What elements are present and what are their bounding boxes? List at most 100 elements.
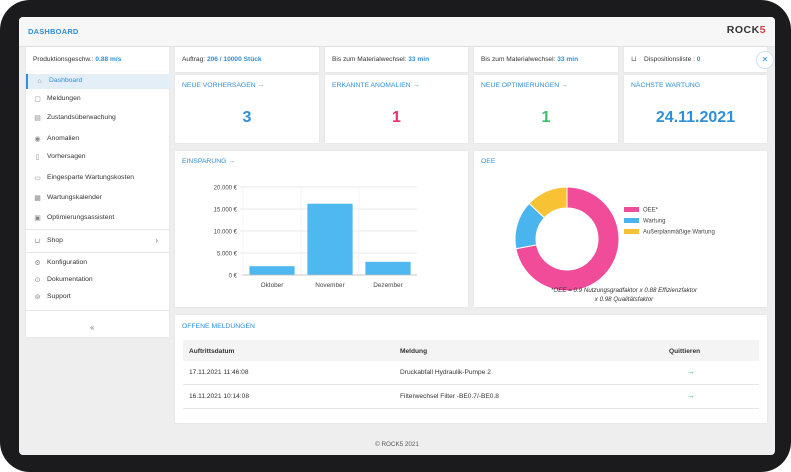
home-icon: ⌂ [37,78,42,85]
material-change-label: Bis zum Materialwechsel: [481,56,556,63]
material-change-label: Bis zum Materialwechsel: [332,56,407,63]
oee-title: OEE [481,158,496,165]
collapse-sidebar-button[interactable]: « [90,323,95,332]
legend-swatch [624,229,639,234]
document-icon: ⊙ [34,277,41,284]
legend-label: Außerplanmäßige Wartung [643,230,715,236]
oee-donut-chart: OEE* Wartung Außerplanmäßige Wartung *OEE =… [514,186,715,303]
kpi-title-text: NÄCHSTE WARTUNG [631,82,701,89]
oee-note: x 0.98 Qualitätsfaktor [594,296,654,303]
footer: © ROCK5 2021 [375,441,419,448]
sidebar-item-zustandsueberwachung[interactable]: ▤ Zustandsüberwachung [26,111,169,126]
order-info-bar: Auftrag: 206 / 10000 Stück [175,47,319,72]
open-messages-card: OFFENE MELDUNGEN Auftrittsdatum Meldung … [175,315,767,423]
material-change-value: 33 min [408,56,430,63]
kpi-title: NEUE OPTIMIERUNGEN → [481,82,568,89]
sidebar-item-label: Shop [47,237,63,244]
legend-swatch [624,218,639,223]
oee-note: *OEE = 0.9 Nutzungsgradfaktor x 0.88 Eff… [551,287,698,294]
material-change-info: Bis zum Materialwechsel: 33 min [481,56,578,63]
savings-card: EINSPARUNG → 0 € 5.000 € 10.000 € 15.000 € 2… [175,151,468,307]
calendar-icon: ▦ [34,195,41,202]
eye-icon: ◉ [34,136,41,143]
disposition-info: Dispositionsliste : 0 [644,56,700,63]
column-header-message: Meldung [400,348,428,355]
disposition-list-bar[interactable]: ⊔ Dispositionsliste : 0 [624,47,767,72]
message-date: 16.11.2021 10:14:08 [189,393,250,400]
close-button[interactable]: ✕ [756,51,774,69]
gear-icon: ⚙ [34,260,41,267]
kpi-value: 1 [392,109,401,126]
disposition-value: 0 [696,56,701,63]
kpi-new-optimizations[interactable]: NEUE OPTIMIERUNGEN → 1 [474,75,618,143]
top-bar: DASHBOARD ROCK5 [19,17,775,47]
cart-icon: ⊔ [631,56,637,63]
order-info-label: Auftrag: [182,56,206,63]
app-screen: DASHBOARD ROCK5 Produktionsgeschw.: 0.88… [19,17,775,455]
logo-accent: 5 [759,24,766,36]
sidebar-item-meldungen[interactable]: ▢ Meldungen [26,92,169,107]
arrow-right-icon: → [412,82,420,89]
divider [26,310,169,311]
y-tick-label: 15.000 € [214,207,238,213]
y-tick-label: 10.000 € [214,229,238,235]
kpi-new-predictions[interactable]: NEUE VORHERSAGEN → 3 [175,75,319,143]
order-info-value: 206 / 10000 Stück [206,56,262,63]
sidebar-item-dokumentation[interactable]: ⊙ Dokumentation [26,273,169,288]
sidebar-item-konfiguration[interactable]: ⚙ Konfiguration [26,256,169,271]
kpi-value: 24.11.2021 [655,109,736,126]
legend-swatch [624,207,639,212]
kpi-next-maintenance[interactable]: NÄCHSTE WARTUNG 24.11.2021 [624,75,767,143]
sidebar-item-optimierungsassistent[interactable]: ▣ Optimierungsassistent [26,211,169,226]
sidebar-item-wartungskalender[interactable]: ▦ Wartungskalender [26,191,169,206]
sidebar-item-label: Wartungskalender [47,194,102,201]
support-icon: ⊚ [34,294,41,301]
kpi-value: 3 [242,109,252,126]
material-change-bar-2: Bis zum Materialwechsel: 33 min [474,47,618,72]
kpi-title-text: NEUE VORHERSAGEN [182,82,256,89]
donut-slice [528,186,568,219]
kpi-detected-anomalies[interactable]: ERKANNTE ANOMALIEN → 1 [325,75,468,143]
sidebar-item-anomalien[interactable]: ◉ Anomalien [26,132,169,147]
sidebar-item-shop[interactable]: ⊔ Shop › [26,234,169,249]
sidebar-item-label: Zustandsüberwachung [47,114,116,121]
disposition-label: Dispositionsliste : [644,56,695,63]
acknowledge-button[interactable]: → [687,391,695,400]
kpi-value: 1 [541,109,551,126]
column-header-acknowledge: Quittieren [669,348,701,355]
material-change-info: Bis zum Materialwechsel: 33 min [332,56,429,63]
x-tick-label: November [315,282,345,289]
bar [249,266,295,275]
sidebar-item-dashboard[interactable]: ⌂ Dashboard [26,74,171,89]
arrow-right-icon: → [561,82,568,89]
material-change-bar-1: Bis zum Materialwechsel: 33 min [325,47,468,72]
page-title: DASHBOARD [28,27,79,36]
divider [26,252,169,253]
divider [26,229,169,230]
sidebar-item-support[interactable]: ⊚ Support [26,290,169,305]
message-text: Filterwechsel Filter -BE0.7/-BE0.8 [400,393,499,400]
sidebar-item-label: Vorhersagen [47,153,86,160]
money-icon: ▭ [34,175,41,182]
sidebar-item-label: Konfiguration [47,259,88,266]
donut-slice [515,186,620,292]
messages-icon: ▢ [34,96,41,103]
sidebar-item-label: Eingesparte Wartungskosten [47,174,135,181]
legend-label: OEE* [643,208,659,214]
bookmark-icon: ▯ [35,154,40,161]
message-text: Druckabfall Hydraulik-Pumpe 2 [400,369,491,376]
open-messages-title: OFFENE MELDUNGEN [182,323,255,330]
acknowledge-button[interactable]: → [687,367,695,376]
kpi-title-text: NEUE OPTIMIERUNGEN [481,82,560,89]
production-speed: Produktionsgeschw.: 0.88 m/s [33,56,121,63]
savings-title[interactable]: EINSPARUNG → [182,158,235,165]
sidebar-item-label: Meldungen [47,95,81,102]
sidebar-item-vorhersagen[interactable]: ▯ Vorhersagen [26,150,169,165]
sidebar-item-eingesparte-wartungskosten[interactable]: ▭ Eingesparte Wartungskosten [26,171,169,186]
savings-title-text: EINSPARUNG [182,158,227,165]
legend-label: Wartung [643,219,665,225]
sidebar-item-label: Anomalien [47,135,80,142]
kpi-title: ERKANNTE ANOMALIEN → [332,82,419,89]
logo: ROCK5 [727,24,766,36]
